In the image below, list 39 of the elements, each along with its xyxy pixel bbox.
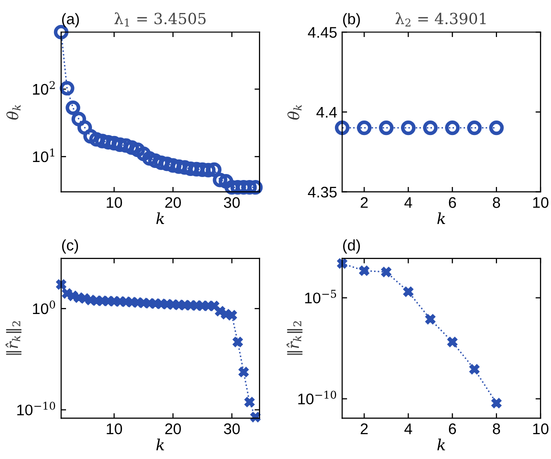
x-tick-label: 4 (404, 424, 412, 434)
y-tick-label: 10$^{−10}$ (298, 390, 336, 404)
y-axis-title: ‖r̂$_{k}$‖$_{2}$ (6, 321, 22, 355)
x-tick-label: 10 (533, 197, 548, 208)
y-tick-label: 4.35 (308, 186, 337, 198)
chart-subtitle: λ$_{2}$ = 4.3901 (395, 12, 486, 26)
x-axis-title: k (156, 212, 164, 224)
y-tick-label: 10$^{2}$ (33, 81, 55, 95)
x-tick-label: 8 (492, 423, 500, 434)
x-tick-label: 6 (448, 423, 456, 434)
x-axis-title: k (156, 438, 164, 450)
x-tick-label: 20 (165, 197, 181, 208)
y-axis-title: ‖r̂$_{k}$‖$_{2}$ (286, 321, 302, 355)
x-tick-label: 10 (106, 423, 122, 434)
y-axis-title: θ$_{k}$ (287, 104, 302, 120)
chart-subtitle: λ$_{1}$ = 3.4505 (114, 12, 206, 26)
x-tick-label: 2 (360, 197, 368, 208)
chart-title: (d) (343, 239, 360, 254)
y-tick-label: 10$^{−10}$ (17, 402, 56, 416)
x-tick-label: 4 (404, 197, 412, 208)
x-tick-label: 2 (360, 423, 368, 434)
chart-title: (a) (62, 13, 79, 28)
x-tick-label: 30 (224, 197, 240, 208)
x-tick-label: 20 (165, 423, 181, 434)
y-tick-label: 4.45 (308, 27, 337, 38)
x-tick-label: 6 (448, 197, 456, 208)
y-tick-label: 10$^{0}$ (33, 300, 56, 314)
x-tick-label: 10 (533, 423, 548, 434)
y-tick-label: 4.4 (316, 107, 337, 118)
x-axis-title: k (437, 212, 446, 224)
y-tick-label: 10$^{1}$ (33, 148, 54, 162)
x-tick-label: 10 (106, 197, 122, 208)
chart-title: (b) (343, 13, 360, 28)
x-tick-label: 30 (224, 423, 240, 434)
y-tick-label: 10$^{−5}$ (305, 290, 336, 304)
x-tick-label: 8 (492, 197, 500, 208)
x-axis-title: k (437, 438, 446, 450)
y-axis-title: θ$_{k}$ (6, 104, 21, 120)
chart-title: (c) (62, 239, 78, 254)
